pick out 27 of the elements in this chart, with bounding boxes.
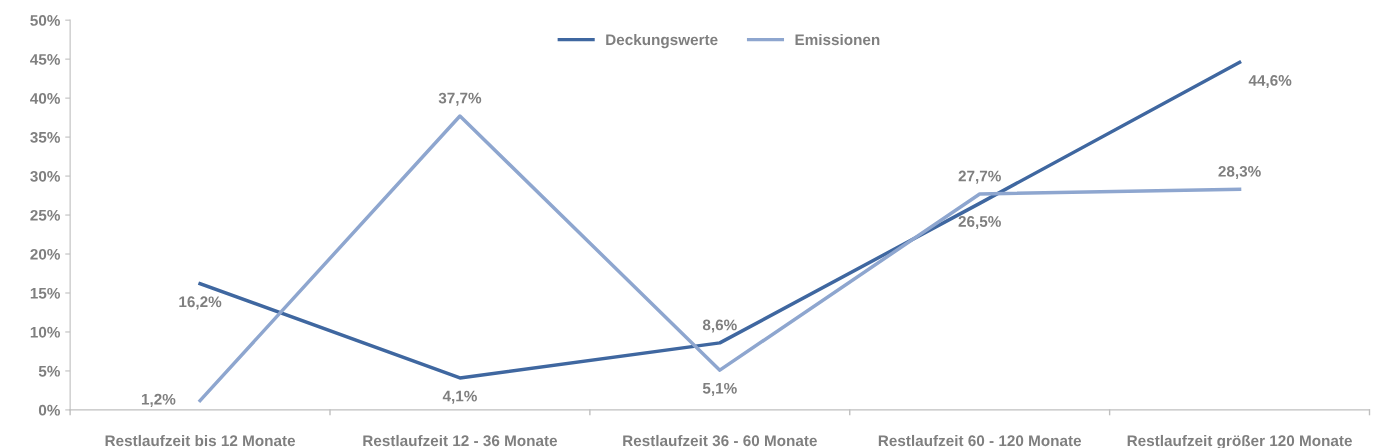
y-tick-label: 20% bbox=[30, 248, 60, 260]
y-tick-label: 45% bbox=[30, 54, 60, 65]
data-label: 8,6% bbox=[702, 319, 737, 333]
data-label: 28,3% bbox=[1218, 165, 1261, 179]
y-tick-label: 25% bbox=[30, 209, 60, 221]
y-tick-label: 0% bbox=[38, 404, 60, 416]
y-tick-label: 15% bbox=[30, 287, 60, 299]
legend-label: Deckungswerte bbox=[606, 33, 718, 49]
y-tick-label: 10% bbox=[30, 326, 60, 338]
data-label: 27,7% bbox=[958, 170, 1001, 184]
y-tick-label: 35% bbox=[30, 131, 60, 143]
data-label: 44,6% bbox=[1248, 74, 1292, 89]
data-label: 16,2% bbox=[179, 296, 222, 310]
data-label: 26,5% bbox=[958, 216, 1001, 230]
x-tick-label: Restlaufzeit bis 12 Monate bbox=[105, 434, 296, 447]
y-tick-label: 5% bbox=[38, 365, 60, 377]
x-tick-label: Restlaufzeit 60 - 120 Monate bbox=[878, 434, 1082, 447]
y-tick-label: 40% bbox=[30, 92, 60, 104]
x-tick-label: Restlaufzeit 12 - 36 Monate bbox=[363, 434, 558, 447]
x-tick-label: Restlaufzeit 36 - 60 Monate bbox=[623, 434, 817, 447]
y-tick-label: 50% bbox=[30, 15, 60, 26]
legend-label: Emissionen bbox=[795, 33, 880, 46]
data-label: 37,7% bbox=[438, 92, 482, 106]
data-label: 1,2% bbox=[141, 393, 176, 407]
data-label: 4,1% bbox=[442, 390, 477, 404]
y-tick-label: 30% bbox=[30, 170, 60, 182]
data-label: 5,1% bbox=[702, 382, 737, 396]
